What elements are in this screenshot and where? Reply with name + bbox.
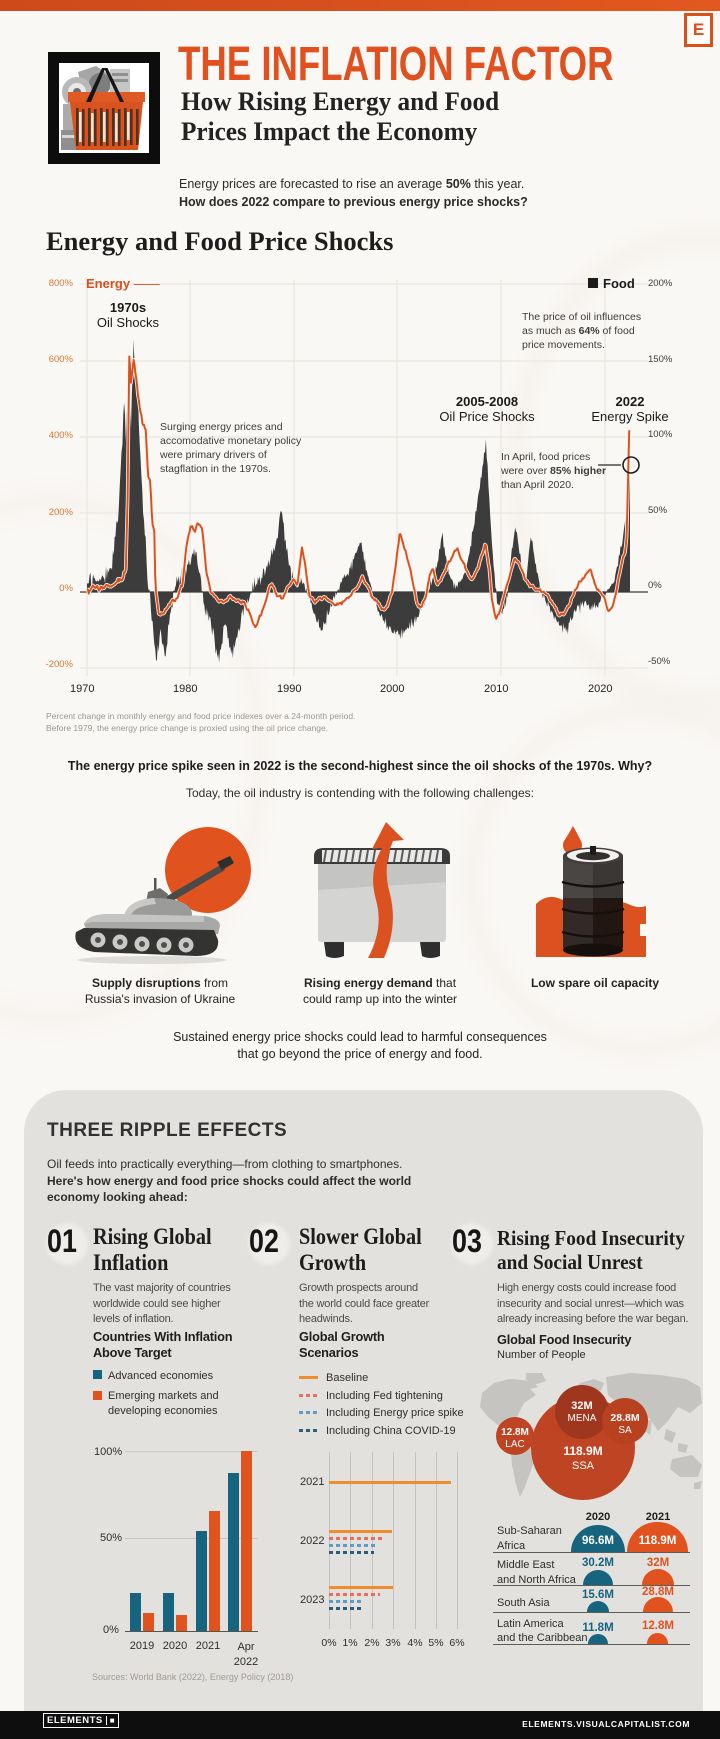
svg-text:118.9M: 118.9M	[563, 1444, 602, 1458]
svg-text:MENA: MENA	[568, 1413, 597, 1424]
svg-text:SA: SA	[618, 1425, 632, 1436]
svg-text:28.8M: 28.8M	[610, 1412, 639, 1424]
svg-text:32M: 32M	[571, 1400, 592, 1412]
svg-text:LAC: LAC	[505, 1439, 524, 1450]
svg-text:SSA: SSA	[572, 1460, 595, 1472]
svg-text:12.8M: 12.8M	[501, 1427, 529, 1438]
